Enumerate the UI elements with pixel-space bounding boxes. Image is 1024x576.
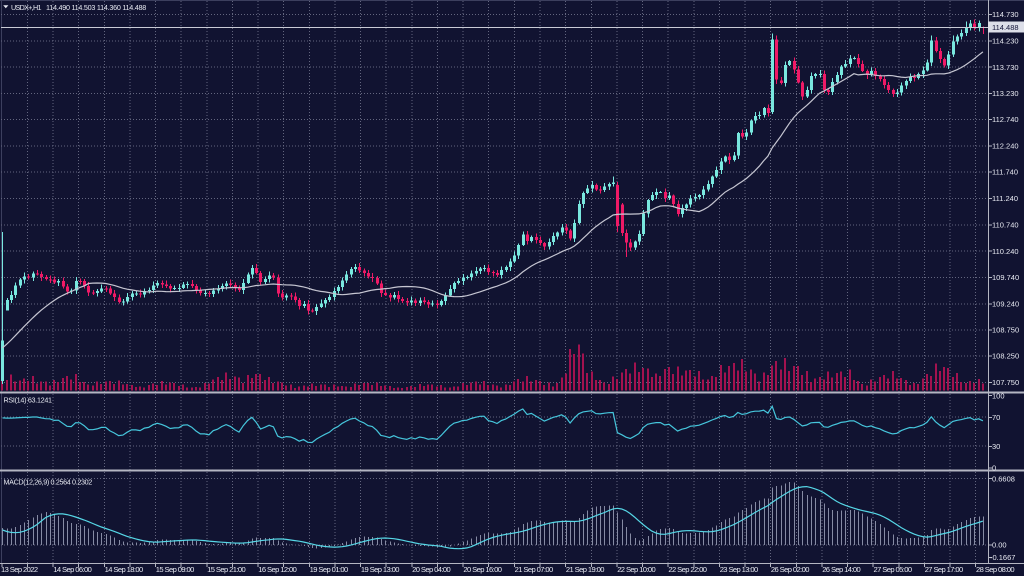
svg-text:114.230: 114.230: [992, 37, 1019, 46]
svg-text:110.240: 110.240: [992, 247, 1019, 256]
svg-text:0: 0: [992, 463, 996, 472]
svg-text:22 Sep 10:00: 22 Sep 10:00: [617, 565, 655, 574]
svg-text:109.240: 109.240: [992, 300, 1019, 309]
svg-text:110.740: 110.740: [992, 221, 1019, 230]
svg-text:112.240: 112.240: [992, 141, 1019, 150]
svg-text:26 Sep 14:00: 26 Sep 14:00: [822, 565, 860, 574]
svg-text:20 Sep 04:00: 20 Sep 04:00: [412, 565, 450, 574]
svg-text:0.00: 0.00: [992, 541, 1007, 550]
svg-text:15 Sep 21:00: 15 Sep 21:00: [207, 565, 245, 574]
svg-text:26 Sep 02:00: 26 Sep 02:00: [771, 565, 809, 574]
svg-text:113.730: 113.730: [992, 63, 1019, 72]
svg-text:13 Sep 2022: 13 Sep 2022: [1, 565, 38, 574]
svg-text:MACD(12,26,9) 0.2564 0.2302: MACD(12,26,9) 0.2564 0.2302: [4, 478, 93, 487]
svg-text:0.6608: 0.6608: [992, 474, 1015, 483]
svg-text:16 Sep 12:00: 16 Sep 12:00: [258, 565, 296, 574]
svg-text:109.740: 109.740: [992, 273, 1019, 282]
svg-text:14 Sep 18:00: 14 Sep 18:00: [105, 565, 143, 574]
svg-text:112.740: 112.740: [992, 115, 1019, 124]
svg-text:27 Sep 05:00: 27 Sep 05:00: [874, 565, 912, 574]
svg-text:20 Sep 16:00: 20 Sep 16:00: [463, 565, 501, 574]
svg-text:19 Sep 01:00: 19 Sep 01:00: [310, 565, 348, 574]
svg-text:28 Sep 08:00: 28 Sep 08:00: [976, 565, 1014, 574]
svg-text:USDX+,H1: USDX+,H1: [11, 3, 41, 12]
svg-text:21 Sep 07:00: 21 Sep 07:00: [515, 565, 553, 574]
svg-text:19 Sep 13:00: 19 Sep 13:00: [361, 565, 399, 574]
svg-text:111.240: 111.240: [992, 194, 1018, 203]
svg-text:111.740: 111.740: [992, 168, 1018, 177]
svg-text:114.490 114.503 114.360 114.48: 114.490 114.503 114.360 114.488: [46, 3, 146, 12]
svg-text:113.230: 113.230: [992, 89, 1019, 98]
svg-text:108.250: 108.250: [992, 352, 1019, 361]
svg-text:107.750: 107.750: [992, 378, 1019, 387]
svg-text:-0.1667: -0.1667: [990, 553, 1015, 562]
svg-text:14 Sep 06:00: 14 Sep 06:00: [53, 565, 91, 574]
svg-text:114.730: 114.730: [992, 10, 1019, 19]
svg-text:23 Sep 13:00: 23 Sep 13:00: [720, 565, 758, 574]
svg-text:70: 70: [992, 413, 1000, 422]
svg-text:RSI(14) 63.1241: RSI(14) 63.1241: [4, 395, 53, 404]
svg-text:22 Sep 22:00: 22 Sep 22:00: [668, 565, 706, 574]
svg-text:100: 100: [992, 392, 1005, 401]
svg-text:27 Sep 17:00: 27 Sep 17:00: [925, 565, 963, 574]
svg-text:114.488: 114.488: [992, 23, 1019, 32]
svg-text:30: 30: [992, 442, 1000, 451]
svg-text:108.750: 108.750: [992, 325, 1019, 334]
svg-text:15 Sep 09:00: 15 Sep 09:00: [156, 565, 194, 574]
svg-text:21 Sep 19:00: 21 Sep 19:00: [566, 565, 604, 574]
